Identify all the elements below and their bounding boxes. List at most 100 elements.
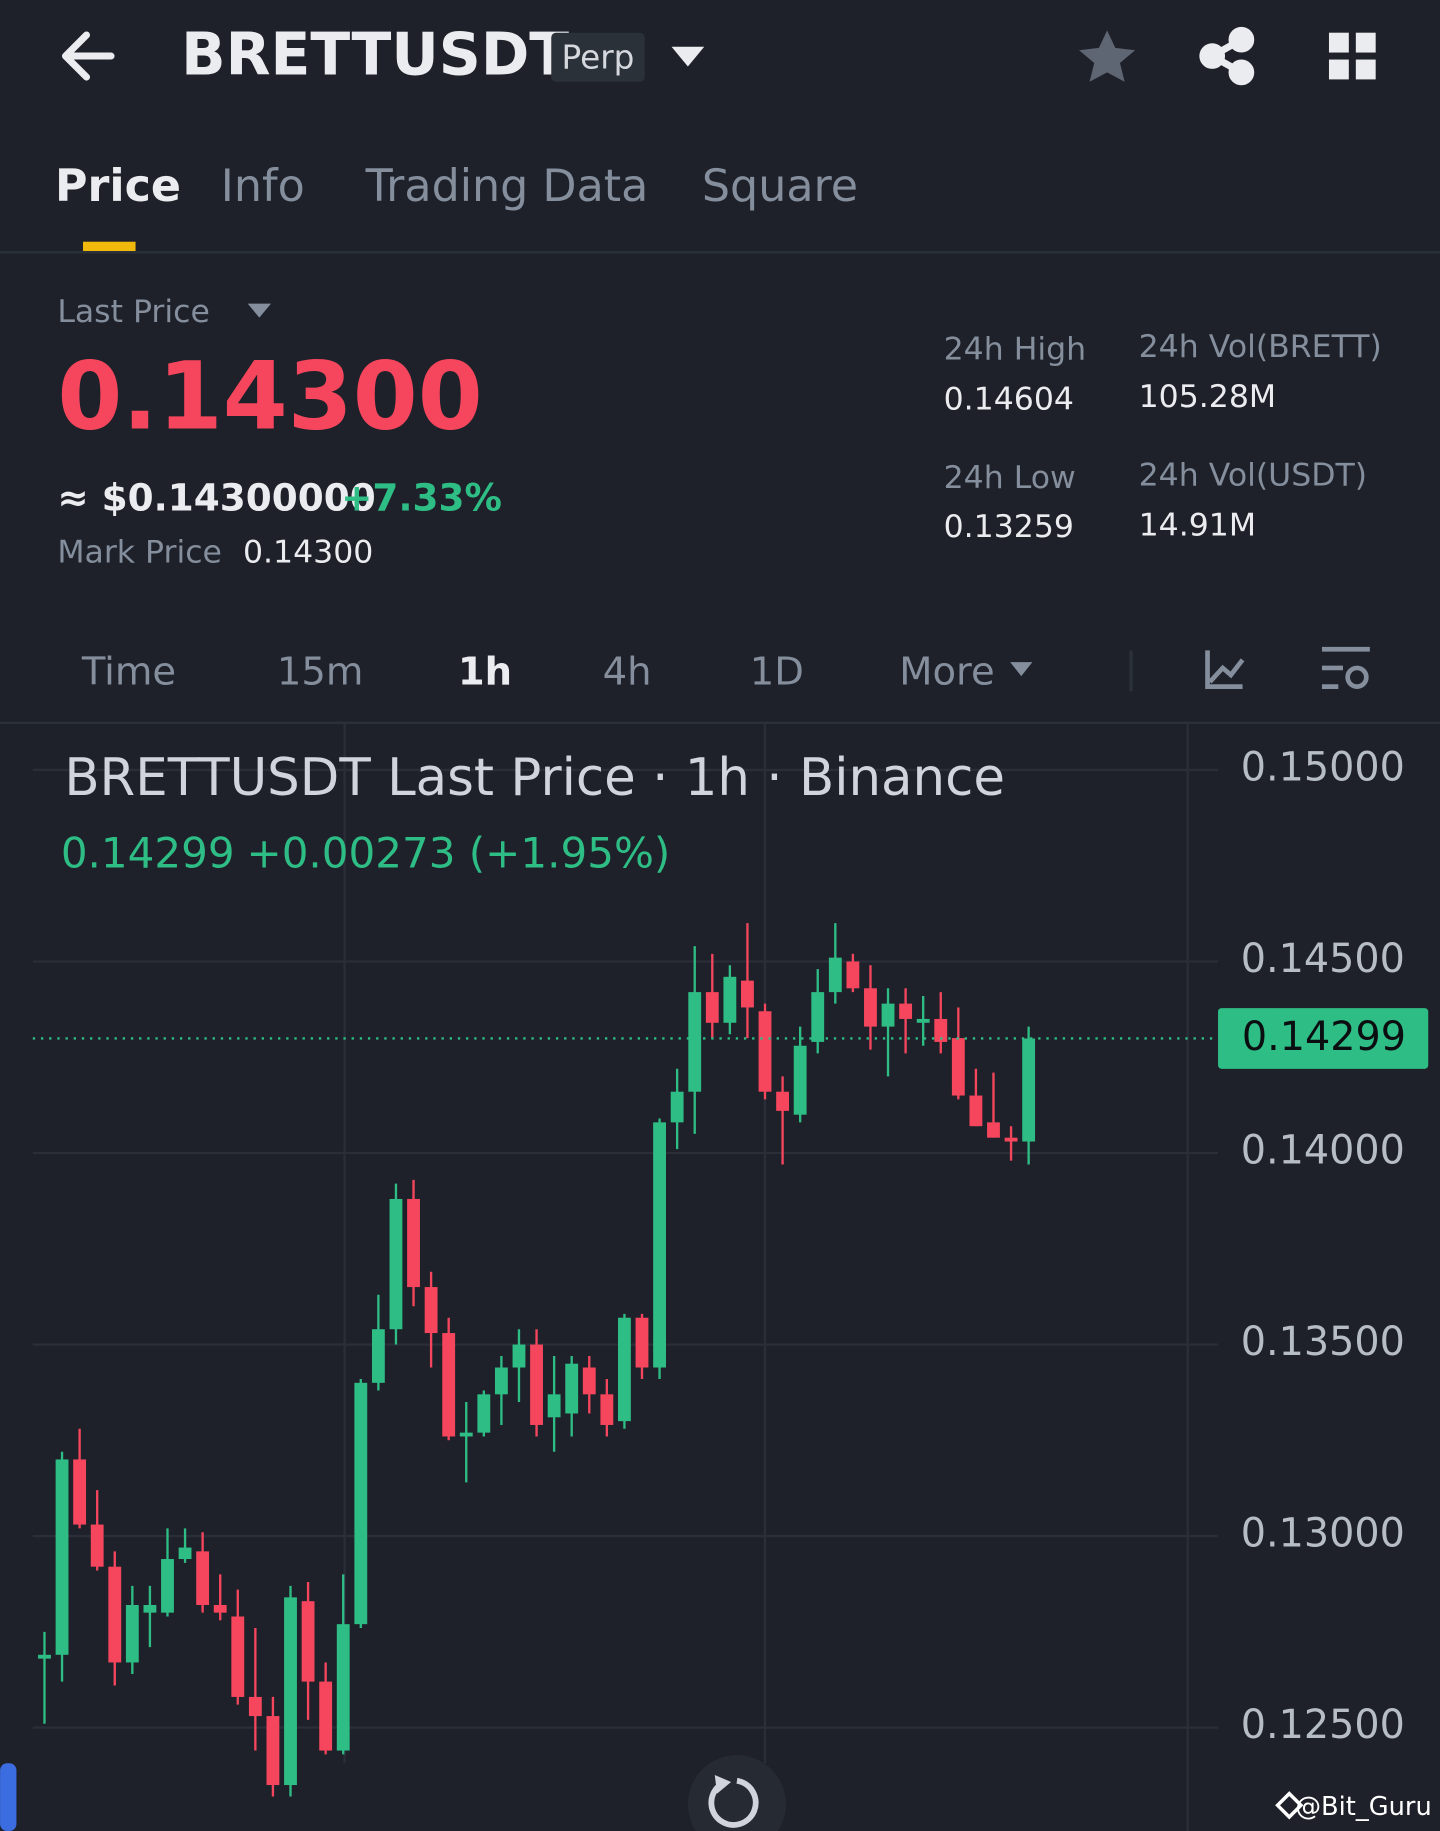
candle-body: [55, 1459, 69, 1655]
candle-body: [161, 1559, 174, 1613]
legend-price: 0.14299: [61, 828, 235, 877]
share-dot: [1228, 59, 1255, 86]
candle-body: [530, 1344, 543, 1425]
back-button[interactable]: [61, 31, 115, 81]
side-handle[interactable]: [0, 1763, 17, 1831]
tab-indicator: [83, 241, 136, 252]
candle-body: [881, 1003, 895, 1027]
candle-body: [1022, 1038, 1036, 1142]
candle-body: [846, 961, 860, 989]
grid-cell: [1328, 59, 1349, 80]
candle-body: [407, 1198, 420, 1288]
y-tick-label: 0.13500: [1241, 1319, 1405, 1365]
candle-body: [723, 976, 737, 1023]
candle-body: [899, 1003, 913, 1019]
reset-arrow: [714, 1774, 732, 1794]
badge: Perp: [562, 39, 635, 77]
candle-body: [758, 1011, 772, 1092]
stat-label: 24h Low: [944, 460, 1076, 496]
grid-menu-icon[interactable]: [1328, 32, 1376, 80]
grid-cell: [1328, 32, 1349, 53]
grid-cell: [1355, 32, 1376, 53]
favorite-icon[interactable]: [1079, 30, 1136, 82]
last-price-label: 0.14299: [1242, 1014, 1406, 1060]
candle-body: [705, 992, 719, 1023]
reset-button[interactable]: [687, 1755, 786, 1831]
tab-active[interactable]: Price: [55, 161, 181, 212]
candle-body: [371, 1329, 385, 1383]
candle-body: [90, 1524, 104, 1567]
candle-body: [600, 1394, 614, 1425]
symbol-dropdown[interactable]: [671, 46, 705, 67]
watermark: @Bit_Guru: [1295, 1792, 1431, 1822]
indicator-icon[interactable]: [1205, 650, 1245, 689]
tab[interactable]: Info: [221, 161, 305, 212]
share-dot: [1199, 43, 1226, 69]
chart-title: BRETTUSDT Last Price · 1h · Binance: [64, 748, 1005, 808]
interval-more[interactable]: More: [899, 649, 994, 694]
grid-cell: [1355, 59, 1376, 80]
candle-body: [828, 957, 842, 993]
stat-label: 24h High: [944, 331, 1087, 367]
back-icon: [61, 31, 115, 81]
stat-value: 0.13259: [944, 509, 1074, 545]
interval[interactable]: 1D: [750, 649, 804, 694]
candle-body: [73, 1459, 87, 1525]
candle-body: [617, 1317, 631, 1422]
candle-body: [635, 1317, 649, 1368]
settings-icon[interactable]: [1321, 646, 1370, 689]
interval[interactable]: 15m: [277, 649, 364, 694]
candle-body: [670, 1091, 684, 1123]
stat-value: 0.14604: [944, 382, 1074, 418]
candle-body: [776, 1091, 790, 1111]
more-dropdown[interactable]: [1010, 662, 1033, 677]
candle-body: [741, 980, 754, 1008]
candle-body: [969, 1095, 983, 1127]
y-tick-label: 0.14500: [1241, 936, 1405, 982]
tab[interactable]: Square: [702, 161, 858, 212]
tab[interactable]: Trading Data: [365, 161, 649, 212]
candle-body: [38, 1654, 51, 1659]
candle-body: [987, 1122, 1000, 1138]
candle-body: [565, 1363, 579, 1414]
reset-icon: [708, 1777, 759, 1828]
interval-active[interactable]: 1h: [458, 649, 512, 694]
candle-body: [284, 1597, 297, 1786]
candle-body: [143, 1605, 157, 1613]
last-price-tag: [1218, 1008, 1429, 1069]
approx-price: ≈ $0.14300000: [57, 475, 375, 519]
candle-body: [301, 1601, 315, 1682]
interval[interactable]: Time: [81, 649, 176, 694]
candle-body: [916, 1018, 930, 1023]
candle-body: [811, 992, 825, 1042]
candle-body: [319, 1681, 333, 1751]
y-tick-label: 0.14000: [1241, 1128, 1405, 1174]
mark-value: 0.14300: [243, 535, 373, 571]
separator: [1129, 650, 1133, 692]
candle-body: [477, 1394, 491, 1433]
candle-body: [424, 1287, 438, 1334]
candle-body: [934, 1018, 948, 1042]
candle-body: [389, 1198, 403, 1330]
stat-label: 24h Vol(BRETT): [1139, 329, 1382, 365]
share-icon[interactable]: [1199, 26, 1255, 86]
watermark-logo: [1275, 1791, 1304, 1820]
candle-body: [547, 1394, 561, 1418]
divider: [0, 251, 1440, 254]
divider: [0, 721, 1440, 724]
candle-body: [494, 1367, 508, 1395]
candle-body: [688, 992, 702, 1092]
price-change: +7.33%: [341, 475, 502, 519]
candle-body: [336, 1624, 350, 1751]
stat-value: 14.91M: [1139, 508, 1256, 544]
stat-label: 24h Vol(USDT): [1139, 457, 1367, 493]
candle-body: [196, 1551, 210, 1606]
candle-body: [864, 988, 877, 1027]
interval[interactable]: 4h: [603, 649, 652, 694]
y-tick-label: 0.13000: [1241, 1511, 1405, 1557]
candle-body: [653, 1122, 666, 1368]
price-dropdown[interactable]: [247, 303, 272, 318]
last-price: 0.14300: [57, 342, 482, 451]
